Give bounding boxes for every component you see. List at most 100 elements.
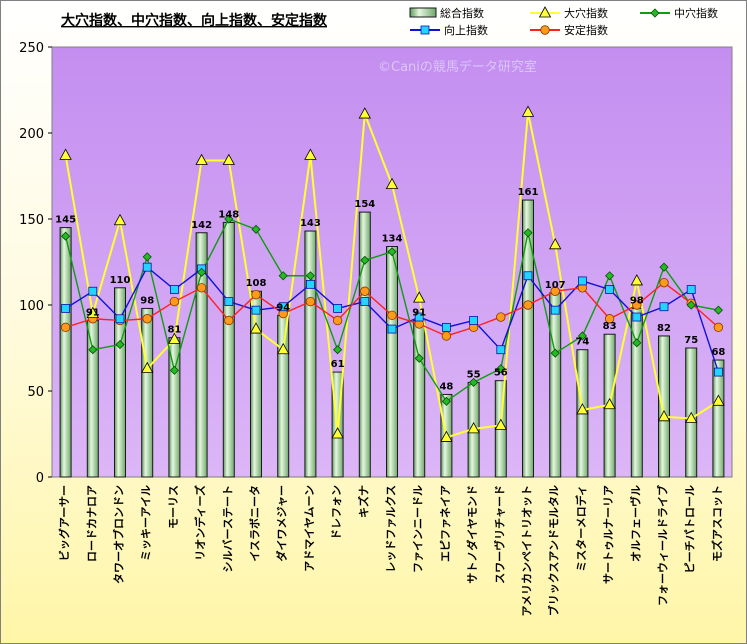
安定指数-point — [196, 283, 207, 293]
中穴指数-point — [197, 267, 207, 277]
bar-value-label: 154 — [354, 199, 375, 210]
bar-ブリックスアンドモルタル — [549, 292, 562, 478]
watermark: ©Caniの競馬データ研究室 — [378, 59, 537, 75]
向上指数-point — [469, 316, 479, 325]
bar-value-label: 107 — [545, 280, 566, 291]
中穴指数-point — [469, 377, 479, 387]
legend-label-大穴指数: 大穴指数 — [564, 6, 608, 20]
legend-label-向上指数: 向上指数 — [444, 23, 488, 37]
bar-ビッグアーサー — [59, 227, 72, 478]
bar-value-label: 91 — [86, 307, 100, 318]
中穴指数-point — [713, 305, 723, 315]
x-category-label: ダイワメジャー — [275, 485, 289, 561]
大穴指数-point — [603, 397, 616, 410]
安定指数-point — [360, 286, 370, 296]
中穴指数-point — [659, 262, 669, 272]
中穴指数-point — [441, 396, 451, 406]
大穴指数-point — [494, 418, 507, 430]
中穴指数-point — [550, 348, 560, 358]
中穴指数-point — [577, 331, 587, 341]
x-category-label: ブリックスアンドモルタル — [547, 485, 561, 616]
安定指数-point — [713, 322, 724, 333]
向上指数-point — [305, 279, 315, 289]
安定指数-point — [387, 310, 397, 321]
bar-value-label: 145 — [55, 215, 76, 226]
向上指数-point — [414, 312, 424, 322]
向上指数-point — [278, 302, 288, 312]
中穴指数-point — [224, 214, 234, 224]
中穴指数-point — [605, 271, 615, 281]
bar-アドマイヤムーン — [304, 230, 317, 478]
中穴指数-point — [251, 224, 261, 234]
中穴指数-point — [632, 338, 642, 348]
bar-シルバーステート — [222, 221, 235, 478]
中穴指数-point — [333, 345, 343, 355]
x-category-label: モーリス — [167, 485, 180, 529]
安定指数-point — [632, 300, 642, 310]
向上指数-point — [88, 286, 98, 296]
安定指数-point — [523, 300, 533, 310]
向上指数-point — [224, 297, 234, 306]
大穴指数-point — [685, 411, 698, 423]
大穴指数-point — [358, 107, 371, 119]
向上指数-point — [632, 312, 642, 322]
bar-value-label: 75 — [684, 335, 698, 346]
大穴指数-point — [195, 153, 208, 165]
大穴指数-point — [657, 409, 671, 422]
x-category-label: フォーウィールドライブ — [656, 485, 670, 606]
安定指数-point — [169, 296, 180, 307]
x-category-label: ビッグアーサー — [57, 485, 71, 561]
大穴指数-point — [549, 237, 562, 250]
安定指数-point — [224, 315, 234, 326]
大穴指数-point — [141, 361, 154, 374]
向上指数-point — [550, 305, 560, 315]
向上指数-point — [169, 285, 179, 294]
向上指数-point — [251, 305, 261, 315]
向上指数-point — [333, 304, 343, 313]
chart-title: 大穴指数、中穴指数、向上指数、安定指数 — [61, 12, 328, 29]
y-tick-label: 50 — [27, 385, 44, 400]
x-category-label: モズアスコット — [710, 485, 724, 562]
安定指数-point — [142, 314, 152, 324]
bar-ダイワメジャー — [277, 314, 290, 478]
向上指数-point — [115, 314, 125, 324]
安定指数-point — [305, 296, 316, 307]
大穴指数-point — [467, 422, 480, 434]
y-tick-label: 200 — [19, 127, 44, 142]
x-category-label: シルバーステート — [221, 485, 234, 572]
x-category-label: リオンディーズ — [193, 485, 207, 561]
安定指数-point — [550, 286, 560, 296]
中穴指数-point — [387, 247, 397, 257]
x-category-label: サートゥルナーリア — [602, 485, 615, 584]
x-category-label: キズナ — [356, 485, 370, 518]
中穴指数-point — [278, 271, 288, 281]
安定指数-point — [659, 277, 669, 288]
中穴指数-point — [169, 365, 179, 375]
中穴指数-point — [88, 345, 98, 355]
bar-value-label: 61 — [331, 359, 345, 370]
x-category-label: アメリカンペイトリオット — [521, 485, 534, 616]
legend-label-安定指数: 安定指数 — [564, 23, 608, 37]
bar-レッドファルクス — [386, 246, 398, 478]
x-category-label: オルフェーヴル — [628, 485, 642, 562]
大穴指数-point — [712, 394, 725, 406]
bar-value-label: 110 — [110, 275, 131, 286]
向上指数-point — [61, 304, 70, 313]
bar-value-label: 91 — [412, 307, 426, 318]
x-category-label: サトノダイヤモンド — [465, 485, 479, 584]
安定指数-point — [332, 315, 343, 326]
x-category-label: ロードカナロア — [85, 485, 98, 562]
大穴指数-point — [576, 403, 589, 415]
中穴指数-point — [523, 228, 533, 238]
大穴指数-point — [113, 213, 127, 226]
bar-タワーオブロンドン — [114, 287, 126, 478]
大穴指数-point — [521, 105, 535, 117]
bar-ロードカナロア — [86, 319, 99, 478]
大穴指数-point — [168, 332, 181, 344]
中穴指数-point — [686, 300, 696, 310]
legend-label-中穴指数: 中穴指数 — [674, 6, 718, 20]
大穴指数-point — [277, 342, 290, 355]
向上指数-point — [686, 285, 696, 294]
